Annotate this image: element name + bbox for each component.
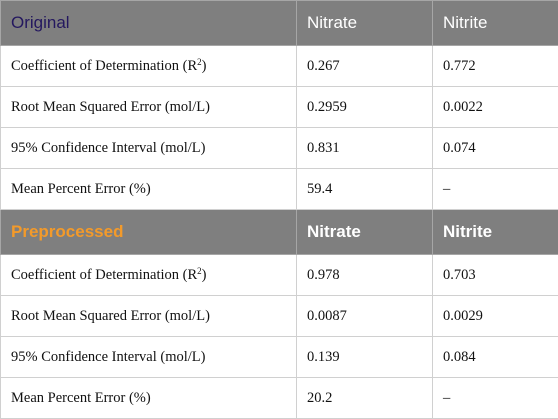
nitrite-value: – [433,169,558,210]
section-title: Preprocessed [1,210,297,255]
nitrate-value: 0.831 [297,128,433,169]
nitrite-value: 0.772 [433,46,558,87]
nitrate-value: 0.0087 [297,296,433,337]
column-header-nitrate: Nitrate [297,210,433,255]
nitrate-value: 59.4 [297,169,433,210]
nitrite-value: 0.0022 [433,87,558,128]
metric-label: 95% Confidence Interval (mol/L) [1,337,297,378]
metric-label: Root Mean Squared Error (mol/L) [1,87,297,128]
nitrate-value: 0.978 [297,255,433,296]
nitrate-value: 0.139 [297,337,433,378]
table-row: Root Mean Squared Error (mol/L) 0.0087 0… [1,296,558,337]
nitrite-value: 0.0029 [433,296,558,337]
table-row: Mean Percent Error (%) 59.4 – [1,169,558,210]
table-row: Mean Percent Error (%) 20.2 – [1,378,558,419]
table-row: Coefficient of Determination (R2) 0.978 … [1,255,558,296]
nitrate-value: 20.2 [297,378,433,419]
column-header-nitrate: Nitrate [297,1,433,46]
column-header-nitrite: Nitrite [433,1,558,46]
metric-label: Mean Percent Error (%) [1,169,297,210]
section-title: Original [1,1,297,46]
table-row: 95% Confidence Interval (mol/L) 0.139 0.… [1,337,558,378]
column-header-nitrite: Nitrite [433,210,558,255]
metric-label: Mean Percent Error (%) [1,378,297,419]
table-row: 95% Confidence Interval (mol/L) 0.831 0.… [1,128,558,169]
metric-label: Coefficient of Determination (R2) [1,255,297,296]
nitrite-value: 0.074 [433,128,558,169]
metric-label: Root Mean Squared Error (mol/L) [1,296,297,337]
section-header-preprocessed: Preprocessed Nitrate Nitrite [1,210,558,255]
metric-label: 95% Confidence Interval (mol/L) [1,128,297,169]
table-row: Coefficient of Determination (R2) 0.267 … [1,46,558,87]
nitrite-value: 0.084 [433,337,558,378]
nitrite-value: 0.703 [433,255,558,296]
nitrite-value: – [433,378,558,419]
section-header-original: Original Nitrate Nitrite [1,1,558,46]
nitrate-value: 0.267 [297,46,433,87]
table-row: Root Mean Squared Error (mol/L) 0.2959 0… [1,87,558,128]
metric-label: Coefficient of Determination (R2) [1,46,297,87]
nitrate-value: 0.2959 [297,87,433,128]
